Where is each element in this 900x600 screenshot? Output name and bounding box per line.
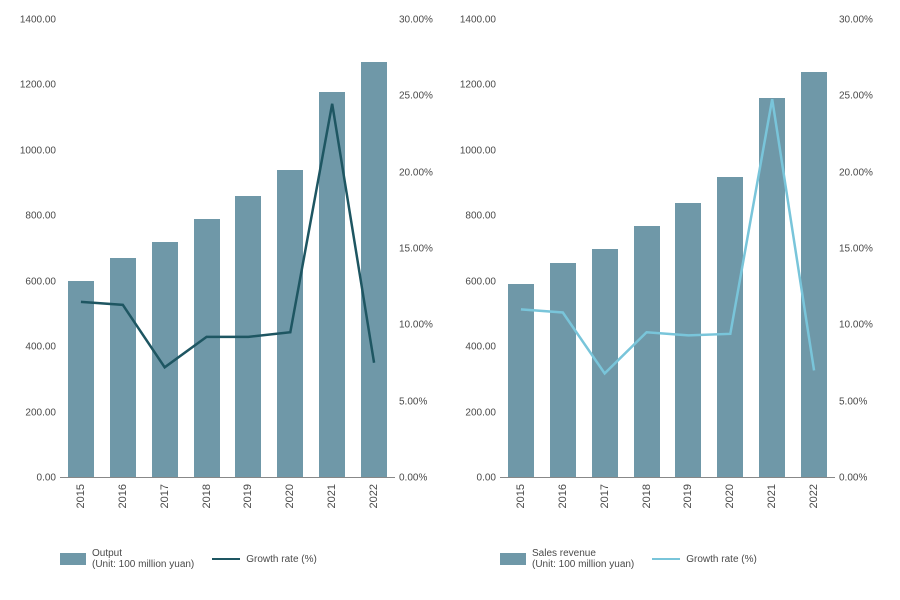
y-left-tick: 0.00 <box>477 473 496 484</box>
y-axis-left-0: 0.00200.00400.00600.00800.001000.001200.… <box>10 20 60 478</box>
legend-bar-sublabel: (Unit: 100 million yuan) <box>92 559 194 570</box>
x-tick: 2015 <box>75 484 87 508</box>
x-tick: 2020 <box>724 484 736 508</box>
y-left-tick: 600.00 <box>465 276 496 287</box>
y-right-tick: 15.00% <box>399 244 433 255</box>
x-tick: 2022 <box>368 484 380 508</box>
x-tick: 2016 <box>117 484 129 508</box>
legend-line-1: Growth rate (%) <box>652 554 757 565</box>
x-tick: 2019 <box>682 484 694 508</box>
legend-bar-label: Output <box>92 548 194 559</box>
y-left-tick: 800.00 <box>465 211 496 222</box>
legend-1: Sales revenue (Unit: 100 million yuan) G… <box>450 538 890 580</box>
y-axis-right-1: 0.00%5.00%10.00%15.00%20.00%25.00%30.00% <box>835 20 890 478</box>
y-left-tick: 1400.00 <box>20 15 56 26</box>
legend-swatch-bar-1 <box>500 553 526 565</box>
y-right-tick: 5.00% <box>399 396 427 407</box>
x-tick: 2016 <box>557 484 569 508</box>
y-right-tick: 20.00% <box>399 167 433 178</box>
legend-bar-label: Sales revenue <box>532 548 634 559</box>
y-left-tick: 200.00 <box>25 407 56 418</box>
y-right-tick: 25.00% <box>839 91 873 102</box>
line-svg-0 <box>60 20 395 477</box>
x-axis-row: 2015 2016 2017 2018 2019 2020 2021 2022 <box>450 478 890 538</box>
x-ticks-1: 2015 2016 2017 2018 2019 2020 2021 2022 <box>500 478 835 538</box>
chart-panel-output: 0.00 200.00 400.00 600.00 800.00 1000.00 1200.… <box>10 20 450 580</box>
y-right-tick: 15.00% <box>839 244 873 255</box>
x-tick: 2022 <box>808 484 820 508</box>
y-left-tick: 1000.00 <box>460 145 496 156</box>
legend-swatch-bar-0 <box>60 553 86 565</box>
y-right-tick: 30.00% <box>399 15 433 26</box>
legend-swatch-line-0 <box>212 558 240 560</box>
plot-0 <box>60 20 395 478</box>
plot-wrapper: 0.00200.00400.00600.00800.001000.001200.… <box>450 20 890 478</box>
x-tick: 2015 <box>515 484 527 508</box>
legend-line-0: Growth rate (%) <box>212 554 317 565</box>
plot-wrapper: 0.00200.00400.00600.00800.001000.001200.… <box>10 20 450 478</box>
y-right-tick: 25.00% <box>399 91 433 102</box>
x-ticks-0: 2015 2016 2017 2018 2019 2020 2021 2022 <box>60 478 395 538</box>
x-tick: 2017 <box>159 484 171 508</box>
y-left-tick: 1400.00 <box>460 15 496 26</box>
chart-panel-sales: 0.00 200.00 400.00 600.00 800.00 1000.00 1200.… <box>450 20 890 580</box>
x-tick: 2018 <box>641 484 653 508</box>
legend-bar-0: Output (Unit: 100 million yuan) <box>60 548 194 570</box>
plot-1 <box>500 20 835 478</box>
x-tick: 2019 <box>242 484 254 508</box>
y-left-tick: 1000.00 <box>20 145 56 156</box>
legend-bar-1: Sales revenue (Unit: 100 million yuan) <box>500 548 634 570</box>
y-left-tick: 200.00 <box>465 407 496 418</box>
x-tick: 2018 <box>201 484 213 508</box>
y-left-tick: 1200.00 <box>20 80 56 91</box>
y-left-tick: 0.00 <box>37 473 56 484</box>
y-left-tick: 400.00 <box>465 342 496 353</box>
growth-line <box>81 104 374 368</box>
y-axis-left-1: 0.00200.00400.00600.00800.001000.001200.… <box>450 20 500 478</box>
legend-0: Output (Unit: 100 million yuan) Growth r… <box>10 538 450 580</box>
y-left-tick: 400.00 <box>25 342 56 353</box>
x-tick: 2020 <box>284 484 296 508</box>
y-right-tick: 30.00% <box>839 15 873 26</box>
y-right-tick: 0.00% <box>839 473 867 484</box>
x-tick: 2021 <box>766 484 778 508</box>
legend-line-label: Growth rate (%) <box>686 554 757 565</box>
y-right-tick: 20.00% <box>839 167 873 178</box>
x-tick: 2017 <box>599 484 611 508</box>
y-right-tick: 10.00% <box>399 320 433 331</box>
y-left-tick: 600.00 <box>25 276 56 287</box>
y-left-tick: 1200.00 <box>460 80 496 91</box>
growth-line <box>521 99 814 373</box>
legend-swatch-line-1 <box>652 558 680 560</box>
x-tick: 2021 <box>326 484 338 508</box>
y-right-tick: 5.00% <box>839 396 867 407</box>
x-axis-row: 2015 2016 2017 2018 2019 2020 2021 2022 <box>10 478 450 538</box>
y-right-tick: 0.00% <box>399 473 427 484</box>
line-svg-1 <box>500 20 835 477</box>
y-left-tick: 800.00 <box>25 211 56 222</box>
legend-bar-sublabel: (Unit: 100 million yuan) <box>532 559 634 570</box>
y-right-tick: 10.00% <box>839 320 873 331</box>
y-axis-right-0: 0.00%5.00%10.00%15.00%20.00%25.00%30.00% <box>395 20 450 478</box>
legend-line-label: Growth rate (%) <box>246 554 317 565</box>
